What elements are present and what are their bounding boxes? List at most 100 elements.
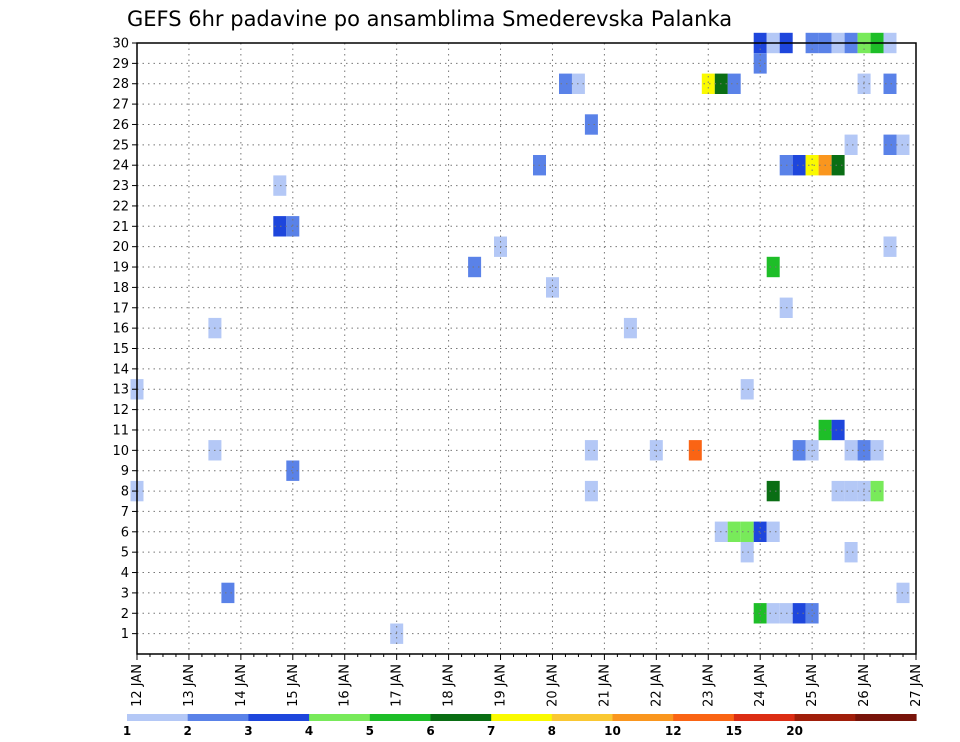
y-tick-label: 2 (121, 607, 129, 622)
y-tick-label: 6 (121, 525, 129, 540)
precip-cell (766, 480, 780, 502)
y-tick-label: 14 (112, 362, 129, 377)
precip-cell (740, 542, 754, 563)
colorbar-segment (733, 714, 796, 721)
precip-cell (273, 216, 287, 237)
y-tick-label: 3 (121, 586, 129, 601)
x-tick-label: 18 JAN (442, 664, 457, 707)
y-tick-label: 30 (112, 37, 129, 52)
x-tick-label: 22 JAN (649, 664, 664, 707)
precip-cell (766, 256, 780, 278)
precip-cell (286, 216, 300, 237)
colorbar-segment (430, 714, 492, 721)
x-tick-label: 25 JAN (805, 664, 820, 707)
chart-title: GEFS 6hr padavine po ansamblima Smederev… (127, 7, 732, 31)
x-tick-label: 12 JAN (130, 664, 145, 707)
precip-cell (883, 73, 897, 94)
colorbar-segment (794, 714, 856, 721)
colorbar-segment (127, 714, 189, 721)
heatmap-cells (130, 32, 910, 644)
colorbar-segment (369, 714, 432, 721)
y-tick-label: 17 (112, 301, 129, 316)
colorbar-segment (248, 714, 310, 721)
precip-cell (221, 582, 235, 604)
colorbar-label: 20 (786, 724, 803, 738)
colorbar-label: 1 (123, 724, 131, 738)
colorbar-label: 8 (548, 724, 556, 738)
precip-cell (740, 379, 754, 400)
colorbar-segment (673, 714, 735, 721)
y-tick-label: 25 (112, 138, 129, 153)
colorbar-segment (491, 714, 553, 721)
colorbar-label: 4 (305, 724, 313, 738)
y-tick-label: 26 (112, 118, 129, 133)
y-tick-label: 19 (112, 261, 129, 276)
colorbar-segment (309, 714, 371, 721)
precip-cell (701, 73, 715, 94)
precip-cell (766, 603, 780, 624)
y-tick-label: 18 (112, 281, 129, 296)
y-tick-label: 9 (121, 464, 129, 479)
y-tick-label: 5 (121, 546, 129, 561)
y-tick-label: 29 (112, 57, 129, 72)
precip-cell (286, 460, 300, 481)
precip-cell (831, 480, 845, 502)
colorbar-label: 5 (366, 724, 374, 738)
x-tick-label: 14 JAN (234, 664, 249, 707)
precip-cell (273, 175, 287, 196)
colorbar: 1 2 3 4 5 6 7 8 10 12 15 20 (123, 714, 917, 738)
colorbar-label: 10 (604, 724, 621, 738)
x-tick-label: 20 JAN (545, 664, 560, 707)
precip-cell (870, 480, 884, 502)
precip-cell (883, 236, 897, 257)
colorbar-label: 2 (184, 724, 192, 738)
y-tick-label: 8 (121, 485, 129, 500)
y-tick-label: 13 (112, 383, 129, 398)
precip-cell (584, 480, 598, 502)
colorbar-label: 7 (487, 724, 495, 738)
colorbar-segment (551, 714, 614, 721)
colorbar-label: 12 (665, 724, 682, 738)
colorbar-segment (855, 714, 917, 721)
precip-cell (740, 521, 754, 542)
precip-cell (766, 521, 780, 542)
y-tick-label: 22 (112, 199, 129, 214)
x-tick-label: 26 JAN (857, 664, 872, 707)
x-tick-label: 19 JAN (494, 664, 509, 707)
precip-cell (584, 440, 598, 461)
x-tick-label: 17 JAN (390, 664, 405, 707)
y-tick-label: 7 (121, 505, 129, 520)
precip-cell (792, 155, 806, 176)
precip-cell (883, 134, 897, 155)
precip-cell (727, 73, 741, 94)
precip-cell (792, 603, 806, 624)
y-tick-label: 28 (112, 77, 129, 92)
precip-cell (753, 603, 767, 624)
precip-cell (870, 440, 884, 461)
colorbar-label: 6 (426, 724, 434, 738)
y-tick-label: 24 (112, 159, 129, 174)
y-tick-label: 10 (112, 444, 129, 459)
precip-cell (844, 542, 858, 563)
precip-cell (831, 155, 845, 176)
precip-cell (559, 73, 572, 94)
x-tick-label: 15 JAN (286, 664, 301, 707)
precip-cell (844, 480, 858, 502)
colorbar-label: 15 (726, 724, 743, 738)
precip-cell (844, 440, 858, 461)
y-tick-label: 23 (112, 179, 129, 194)
precip-cell (753, 521, 767, 542)
precip-cell (727, 521, 741, 542)
y-axis: 1234567891011121314151617181920212223242… (112, 37, 137, 642)
x-tick-label: 27 JAN (909, 664, 924, 707)
precip-cell (792, 440, 806, 461)
precip-cell (584, 114, 598, 135)
x-axis: 12 JAN 13 JAN 14 JAN 15 JAN 16 JAN 17 JAN 18 J… (130, 654, 924, 707)
x-tick-label: 16 JAN (338, 664, 353, 707)
colorbar-label: 3 (244, 724, 252, 738)
y-tick-label: 4 (121, 566, 129, 581)
y-tick-label: 1 (121, 627, 129, 642)
colorbar-segment (187, 714, 249, 721)
grid-lines (137, 43, 916, 654)
